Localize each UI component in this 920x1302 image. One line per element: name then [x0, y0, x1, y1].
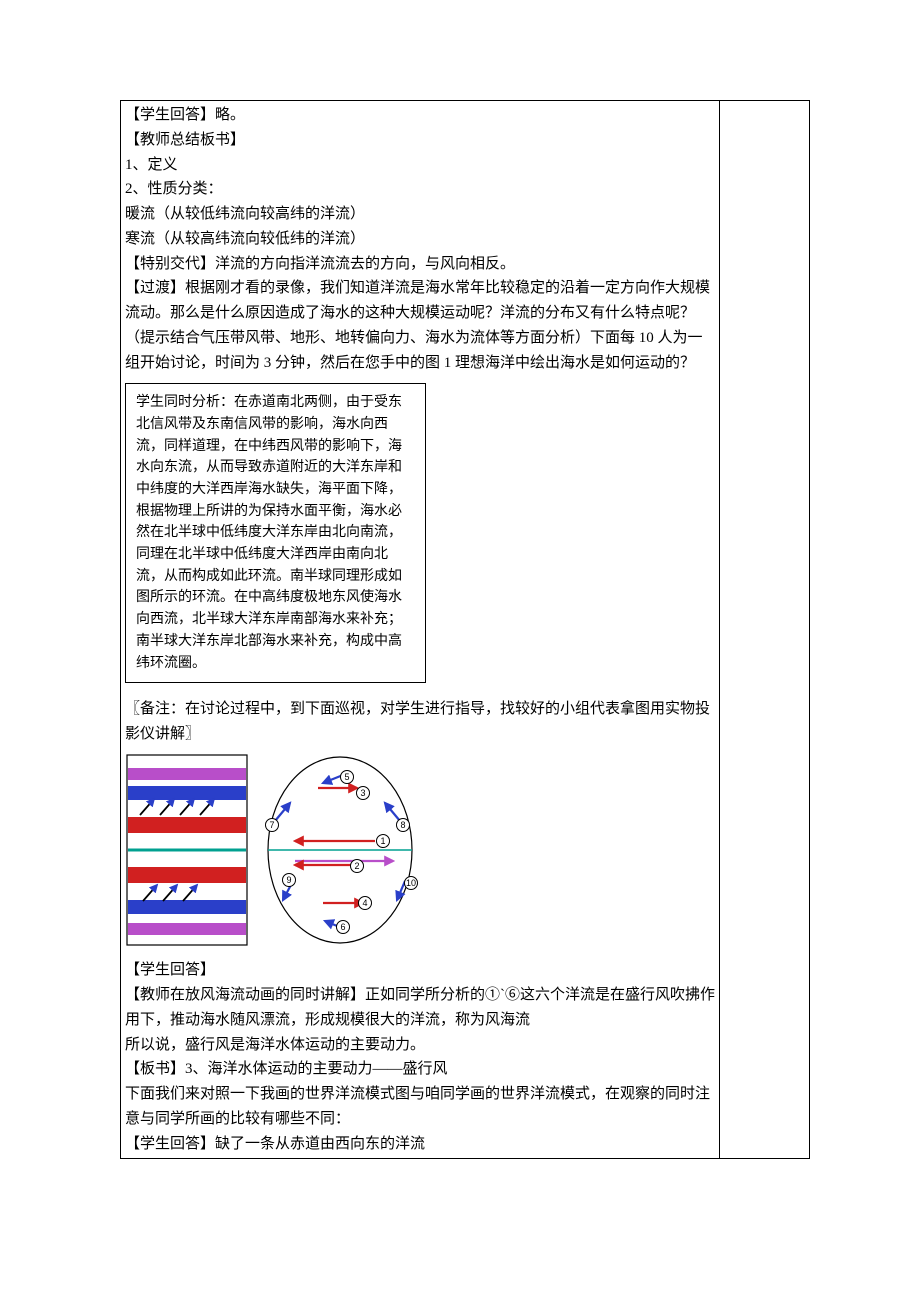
note-line: 〖备注：在讨论过程中，到下面巡视，对学生进行指导，找较好的小组代表拿图用实物投影… — [125, 697, 715, 747]
line: 【学生回答】略。 — [125, 103, 715, 128]
svg-text:3: 3 — [360, 788, 365, 798]
diagram-svg: 5 3 7 8 1 2 9 10 4 6 — [125, 753, 425, 948]
line: 1、定义 — [125, 153, 715, 178]
svg-text:1: 1 — [380, 836, 385, 846]
line: 寒流（从较高纬流向较低纬的洋流） — [125, 227, 715, 252]
line: 【教师在放风海流动画的同时讲解】正如同学所分析的①`⑥这六个洋流是在盛行风吹拂作… — [125, 983, 715, 1033]
line: 2、性质分类： — [125, 177, 715, 202]
content-cell: 【学生回答】略。 【教师总结板书】 1、定义 2、性质分类： 暖流（从较低纬流向… — [121, 101, 720, 1159]
analysis-frame: 学生同时分析：在赤道南北两侧，由于受东北信风带及东南信风带的影响，海水向西流，同… — [125, 383, 426, 683]
svg-text:9: 9 — [286, 875, 291, 885]
svg-text:7: 7 — [269, 820, 274, 830]
line: 【学生回答】缺了一条从赤道由西向东的洋流 — [125, 1132, 715, 1157]
line: 【特别交代】洋流的方向指洋流流去的方向，与风向相反。 — [125, 252, 715, 277]
line: 下面我们来对照一下我画的世界洋流模式图与咱同学画的世界洋流模式，在观察的同时注意… — [125, 1082, 715, 1132]
line: 所以说，盛行风是海洋水体运动的主要动力。 — [125, 1033, 715, 1058]
ocean-current-diagram: 5 3 7 8 1 2 9 10 4 6 — [125, 753, 715, 957]
svg-text:2: 2 — [354, 861, 359, 871]
line: 【板书】3、海洋水体运动的主要动力——盛行风 — [125, 1057, 715, 1082]
margin-cell — [720, 101, 810, 1159]
line: 【学生回答】 — [125, 958, 715, 983]
svg-text:10: 10 — [406, 878, 416, 888]
svg-text:5: 5 — [344, 772, 349, 782]
lesson-plan-table: 【学生回答】略。 【教师总结板书】 1、定义 2、性质分类： 暖流（从较低纬流向… — [120, 100, 810, 1159]
svg-text:4: 4 — [362, 898, 367, 908]
svg-text:6: 6 — [340, 922, 345, 932]
line: 暖流（从较低纬流向较高纬的洋流） — [125, 202, 715, 227]
analysis-text: 学生同时分析：在赤道南北两侧，由于受东北信风带及东南信风带的影响，海水向西流，同… — [136, 392, 415, 674]
line: 【过渡】根据刚才看的录像，我们知道洋流是海水常年比较稳定的沿着一定方向作大规模流… — [125, 276, 715, 375]
svg-text:8: 8 — [400, 820, 405, 830]
line: 【教师总结板书】 — [125, 128, 715, 153]
